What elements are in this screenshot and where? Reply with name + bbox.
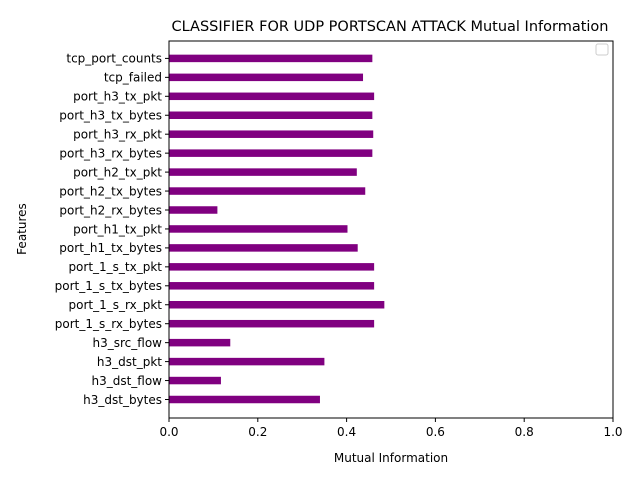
bar-h3_dst_flow <box>169 376 221 385</box>
x-tick-label: 0.4 <box>337 425 356 439</box>
x-tick-label: 0.6 <box>426 425 445 439</box>
bar-port_1_s_rx_pkt <box>169 301 385 309</box>
y-tick-label: tcp_failed <box>104 71 162 85</box>
y-tick-label: h3_src_flow <box>93 336 163 350</box>
y-tick-label: port_1_s_tx_pkt <box>68 260 162 274</box>
y-tick-label: h3_dst_pkt <box>97 355 162 369</box>
x-tick-label: 0.0 <box>159 425 178 439</box>
bar-port_h2_tx_pkt <box>169 168 357 176</box>
bar-port_h1_tx_pkt <box>169 225 348 233</box>
y-tick-label: h3_dst_flow <box>91 374 162 388</box>
bar-port_h1_tx_bytes <box>169 244 358 252</box>
bar-h3_src_flow <box>169 338 231 347</box>
y-tick-label: port_1_s_rx_bytes <box>55 317 162 331</box>
bar-port_1_s_rx_bytes <box>169 319 375 328</box>
bar-port_h3_tx_pkt <box>169 92 375 101</box>
y-tick-label: port_h3_rx_pkt <box>73 128 162 142</box>
bar-tcp_failed <box>169 73 364 82</box>
bar-tcp_port_counts <box>169 54 373 63</box>
y-tick-label: tcp_port_counts <box>66 52 162 66</box>
bar-port_h2_tx_bytes <box>169 187 366 195</box>
bar-port_h3_rx_bytes <box>169 149 373 157</box>
y-tick-label: port_h3_tx_bytes <box>59 109 162 123</box>
plot-area: h3_dst_bytes h3_dst_flow h3_dst_pkt h3_src_… <box>55 40 623 439</box>
legend-box <box>595 43 609 56</box>
y-axis-label: Features <box>15 203 29 255</box>
y-tick-label: port_h2_tx_bytes <box>59 184 162 198</box>
bar-h3_dst_bytes <box>169 395 320 404</box>
y-tick-label: h3_dst_bytes <box>83 393 162 407</box>
bar-port_1_s_tx_bytes <box>169 282 375 290</box>
x-tick-label: 0.8 <box>515 425 534 439</box>
bar-port_h2_rx_bytes <box>169 206 218 214</box>
y-tick-label: port_1_s_rx_pkt <box>69 298 163 312</box>
y-tick-label: port_h3_tx_pkt <box>73 90 162 104</box>
bar-port_h3_tx_bytes <box>169 111 373 119</box>
y-tick-label: port_h1_tx_pkt <box>73 222 162 236</box>
y-tick-label: port_1_s_tx_bytes <box>55 279 162 293</box>
x-axis-label: Mutual Information <box>334 451 448 465</box>
x-tick-label: 1.0 <box>603 425 622 439</box>
y-tick-label: port_h3_rx_bytes <box>59 146 162 160</box>
y-tick-label: port_h2_tx_pkt <box>73 165 162 179</box>
axes-frame <box>168 40 614 419</box>
bar-h3_dst_pkt <box>169 357 325 366</box>
bar-port_h3_rx_pkt <box>169 130 374 138</box>
x-tick-label: 0.2 <box>248 425 267 439</box>
bar-port_1_s_tx_pkt <box>169 263 375 271</box>
y-tick-label: port_h1_tx_bytes <box>59 241 162 255</box>
chart-title: CLASSIFIER FOR UDP PORTSCAN ATTACK Mutua… <box>172 19 609 35</box>
y-tick-label: port_h2_rx_bytes <box>59 203 162 217</box>
